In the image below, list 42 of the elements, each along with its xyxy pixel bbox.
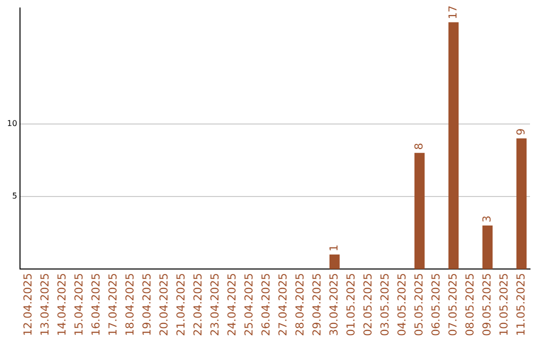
- bar: [516, 138, 527, 270]
- x-tick-label: 13.04.2025: [38, 273, 52, 336]
- x-tick-label: 19.04.2025: [140, 273, 154, 336]
- x-tick-label: 30.04.2025: [327, 273, 340, 336]
- y-tick-label: 5: [12, 192, 18, 201]
- y-tick-label: 10: [6, 118, 18, 128]
- x-tick-label: 27.04.2025: [276, 273, 290, 336]
- data-label: 9: [514, 128, 528, 136]
- x-tick-label: 04.05.2025: [395, 273, 408, 336]
- x-tick-label: 26.04.2025: [259, 273, 272, 336]
- x-tick-label: 21.04.2025: [174, 273, 188, 336]
- bar: [414, 152, 425, 270]
- x-tick-label: 02.05.2025: [361, 273, 374, 336]
- x-tick-label: 15.04.2025: [72, 273, 86, 336]
- x-tick-label: 01.05.2025: [344, 273, 358, 336]
- x-tick-label: 09.05.2025: [480, 273, 494, 336]
- x-tick-label: 24.04.2025: [225, 273, 238, 336]
- x-tick-label: 10.05.2025: [497, 273, 510, 336]
- bar: [448, 22, 459, 270]
- x-tick-label: 20.04.2025: [157, 273, 170, 336]
- x-tick-label: 05.05.2025: [412, 273, 426, 336]
- x-tick-label: 22.04.2025: [191, 273, 204, 336]
- x-tick-label: 08.05.2025: [463, 273, 476, 336]
- x-tick-label: 23.04.2025: [208, 273, 222, 336]
- x-tick-label: 28.04.2025: [293, 273, 306, 336]
- data-label: 17: [446, 5, 460, 20]
- x-tick-label: 07.05.2025: [446, 273, 460, 336]
- x-tick-label: 29.04.2025: [310, 273, 324, 336]
- x-tick-label: 11.05.2025: [514, 273, 528, 336]
- x-tick-label: 18.04.2025: [124, 273, 136, 336]
- x-tick-label: 25.04.2025: [242, 273, 256, 336]
- x-tick-label: 16.04.2025: [90, 273, 103, 336]
- data-label: 1: [327, 244, 340, 252]
- bar: [329, 254, 340, 270]
- data-label: 8: [412, 142, 426, 150]
- x-tick-label: 03.05.2025: [378, 273, 392, 336]
- x-tick-label: 12.04.2025: [22, 273, 35, 336]
- x-tick-label: 06.05.2025: [429, 273, 442, 336]
- data-label: 3: [480, 215, 494, 222]
- bar: [482, 225, 493, 270]
- x-tick-label: 17.04.2025: [106, 273, 120, 336]
- x-tick-label: 14.04.2025: [56, 273, 69, 336]
